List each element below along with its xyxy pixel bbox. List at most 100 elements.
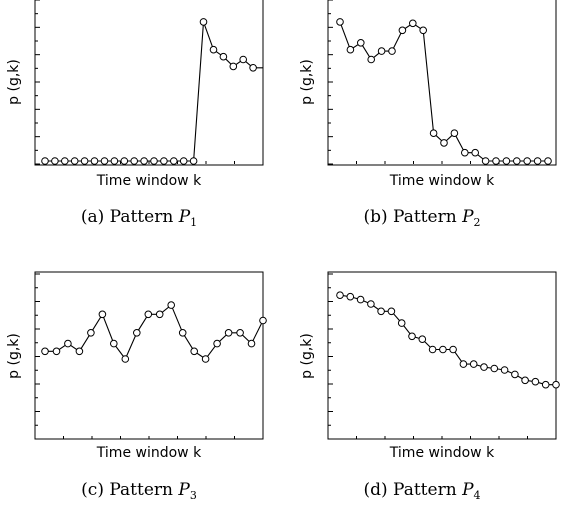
data-point xyxy=(521,376,529,385)
x-axis-label: Time window k xyxy=(389,173,495,189)
data-point xyxy=(429,129,438,137)
series-marks xyxy=(41,18,263,165)
data-point xyxy=(398,26,407,35)
data-point xyxy=(492,157,500,165)
data-point xyxy=(41,347,49,356)
data-point xyxy=(397,319,406,327)
data-point xyxy=(552,380,560,389)
data-point xyxy=(121,355,130,363)
data-point xyxy=(346,45,355,54)
data-point xyxy=(500,366,509,374)
data-point xyxy=(239,55,247,64)
chart-panel-d: Time window k p (g,k) (d) Pattern P4 xyxy=(299,271,560,502)
data-point xyxy=(249,64,257,72)
data-point xyxy=(190,347,198,356)
y-axis-label: p (g,k) xyxy=(299,59,315,105)
data-point xyxy=(64,339,72,348)
data-point xyxy=(440,139,448,147)
data-point xyxy=(357,39,365,47)
caption-variable: P xyxy=(461,480,474,500)
data-point xyxy=(346,292,355,301)
data-point xyxy=(419,26,428,35)
caption-variable: P xyxy=(461,207,474,227)
data-point xyxy=(544,157,552,165)
panel-caption: (b) Pattern P2 xyxy=(363,207,480,229)
data-point xyxy=(170,157,178,165)
data-point xyxy=(98,310,107,319)
data-point xyxy=(189,157,198,165)
data-point xyxy=(41,157,49,165)
y-axis-label: p (g,k) xyxy=(6,333,22,379)
series-marks xyxy=(336,18,552,165)
data-point xyxy=(87,329,95,337)
data-point xyxy=(90,157,99,165)
data-point xyxy=(449,345,457,354)
data-point xyxy=(377,47,386,55)
data-point xyxy=(531,377,540,386)
data-point xyxy=(409,19,417,28)
data-point xyxy=(336,291,344,300)
caption-subscript: 4 xyxy=(474,489,481,502)
caption-subscript: 1 xyxy=(190,216,197,229)
data-point xyxy=(428,345,437,354)
panel-caption: (d) Pattern P4 xyxy=(363,480,480,502)
data-point xyxy=(179,157,188,165)
data-point xyxy=(120,157,129,165)
caption-prefix: (a) Pattern xyxy=(81,207,179,227)
data-point xyxy=(450,129,459,137)
panel-caption: (c) Pattern P3 xyxy=(81,480,197,502)
data-point xyxy=(387,307,396,316)
caption-variable: P xyxy=(178,207,191,227)
data-point xyxy=(236,329,244,337)
data-point xyxy=(70,157,79,165)
data-point xyxy=(490,364,499,373)
data-point xyxy=(336,18,344,26)
data-point xyxy=(75,347,84,356)
data-point xyxy=(155,310,164,319)
data-point xyxy=(201,355,210,363)
plot-frame xyxy=(34,0,264,166)
x-axis-label: Time window k xyxy=(96,445,202,461)
data-point xyxy=(160,157,168,165)
data-point xyxy=(80,157,89,165)
data-point xyxy=(481,157,490,165)
caption-prefix: (b) Pattern xyxy=(363,207,462,227)
data-point xyxy=(367,300,375,308)
caption-subscript: 2 xyxy=(474,216,481,229)
chart-panel-b: Time window k p (g,k) (b) Pattern P2 xyxy=(299,0,557,229)
series-line xyxy=(45,21,263,162)
data-point xyxy=(523,157,532,165)
data-point xyxy=(209,45,218,54)
data-point xyxy=(110,157,119,165)
data-point xyxy=(471,148,480,157)
data-point xyxy=(461,148,469,157)
data-point xyxy=(502,157,511,165)
y-axis-label: p (g,k) xyxy=(6,59,22,105)
caption-prefix: (d) Pattern xyxy=(363,480,462,500)
y-ticks xyxy=(35,273,235,440)
data-point xyxy=(224,329,233,337)
data-point xyxy=(219,52,228,61)
caption-subscript: 3 xyxy=(190,489,197,502)
data-point xyxy=(52,347,61,356)
data-point xyxy=(199,18,208,26)
series-marks xyxy=(41,301,267,363)
y-axis-label: p (g,k) xyxy=(299,333,315,379)
data-point xyxy=(511,370,519,379)
data-point xyxy=(388,47,396,55)
x-axis-label: Time window k xyxy=(389,445,495,461)
chart-panel-c: Time window k p (g,k) (c) Pattern P3 xyxy=(6,271,267,502)
data-point xyxy=(133,329,141,337)
data-point xyxy=(167,301,175,309)
data-point xyxy=(150,157,158,165)
data-point xyxy=(418,335,427,344)
plot-frame xyxy=(34,271,264,440)
data-point xyxy=(144,310,153,319)
caption-variable: P xyxy=(177,480,190,500)
data-point xyxy=(213,339,221,348)
data-point xyxy=(541,380,550,389)
y-ticks xyxy=(328,0,528,165)
data-point xyxy=(140,157,148,165)
data-point xyxy=(533,157,542,165)
